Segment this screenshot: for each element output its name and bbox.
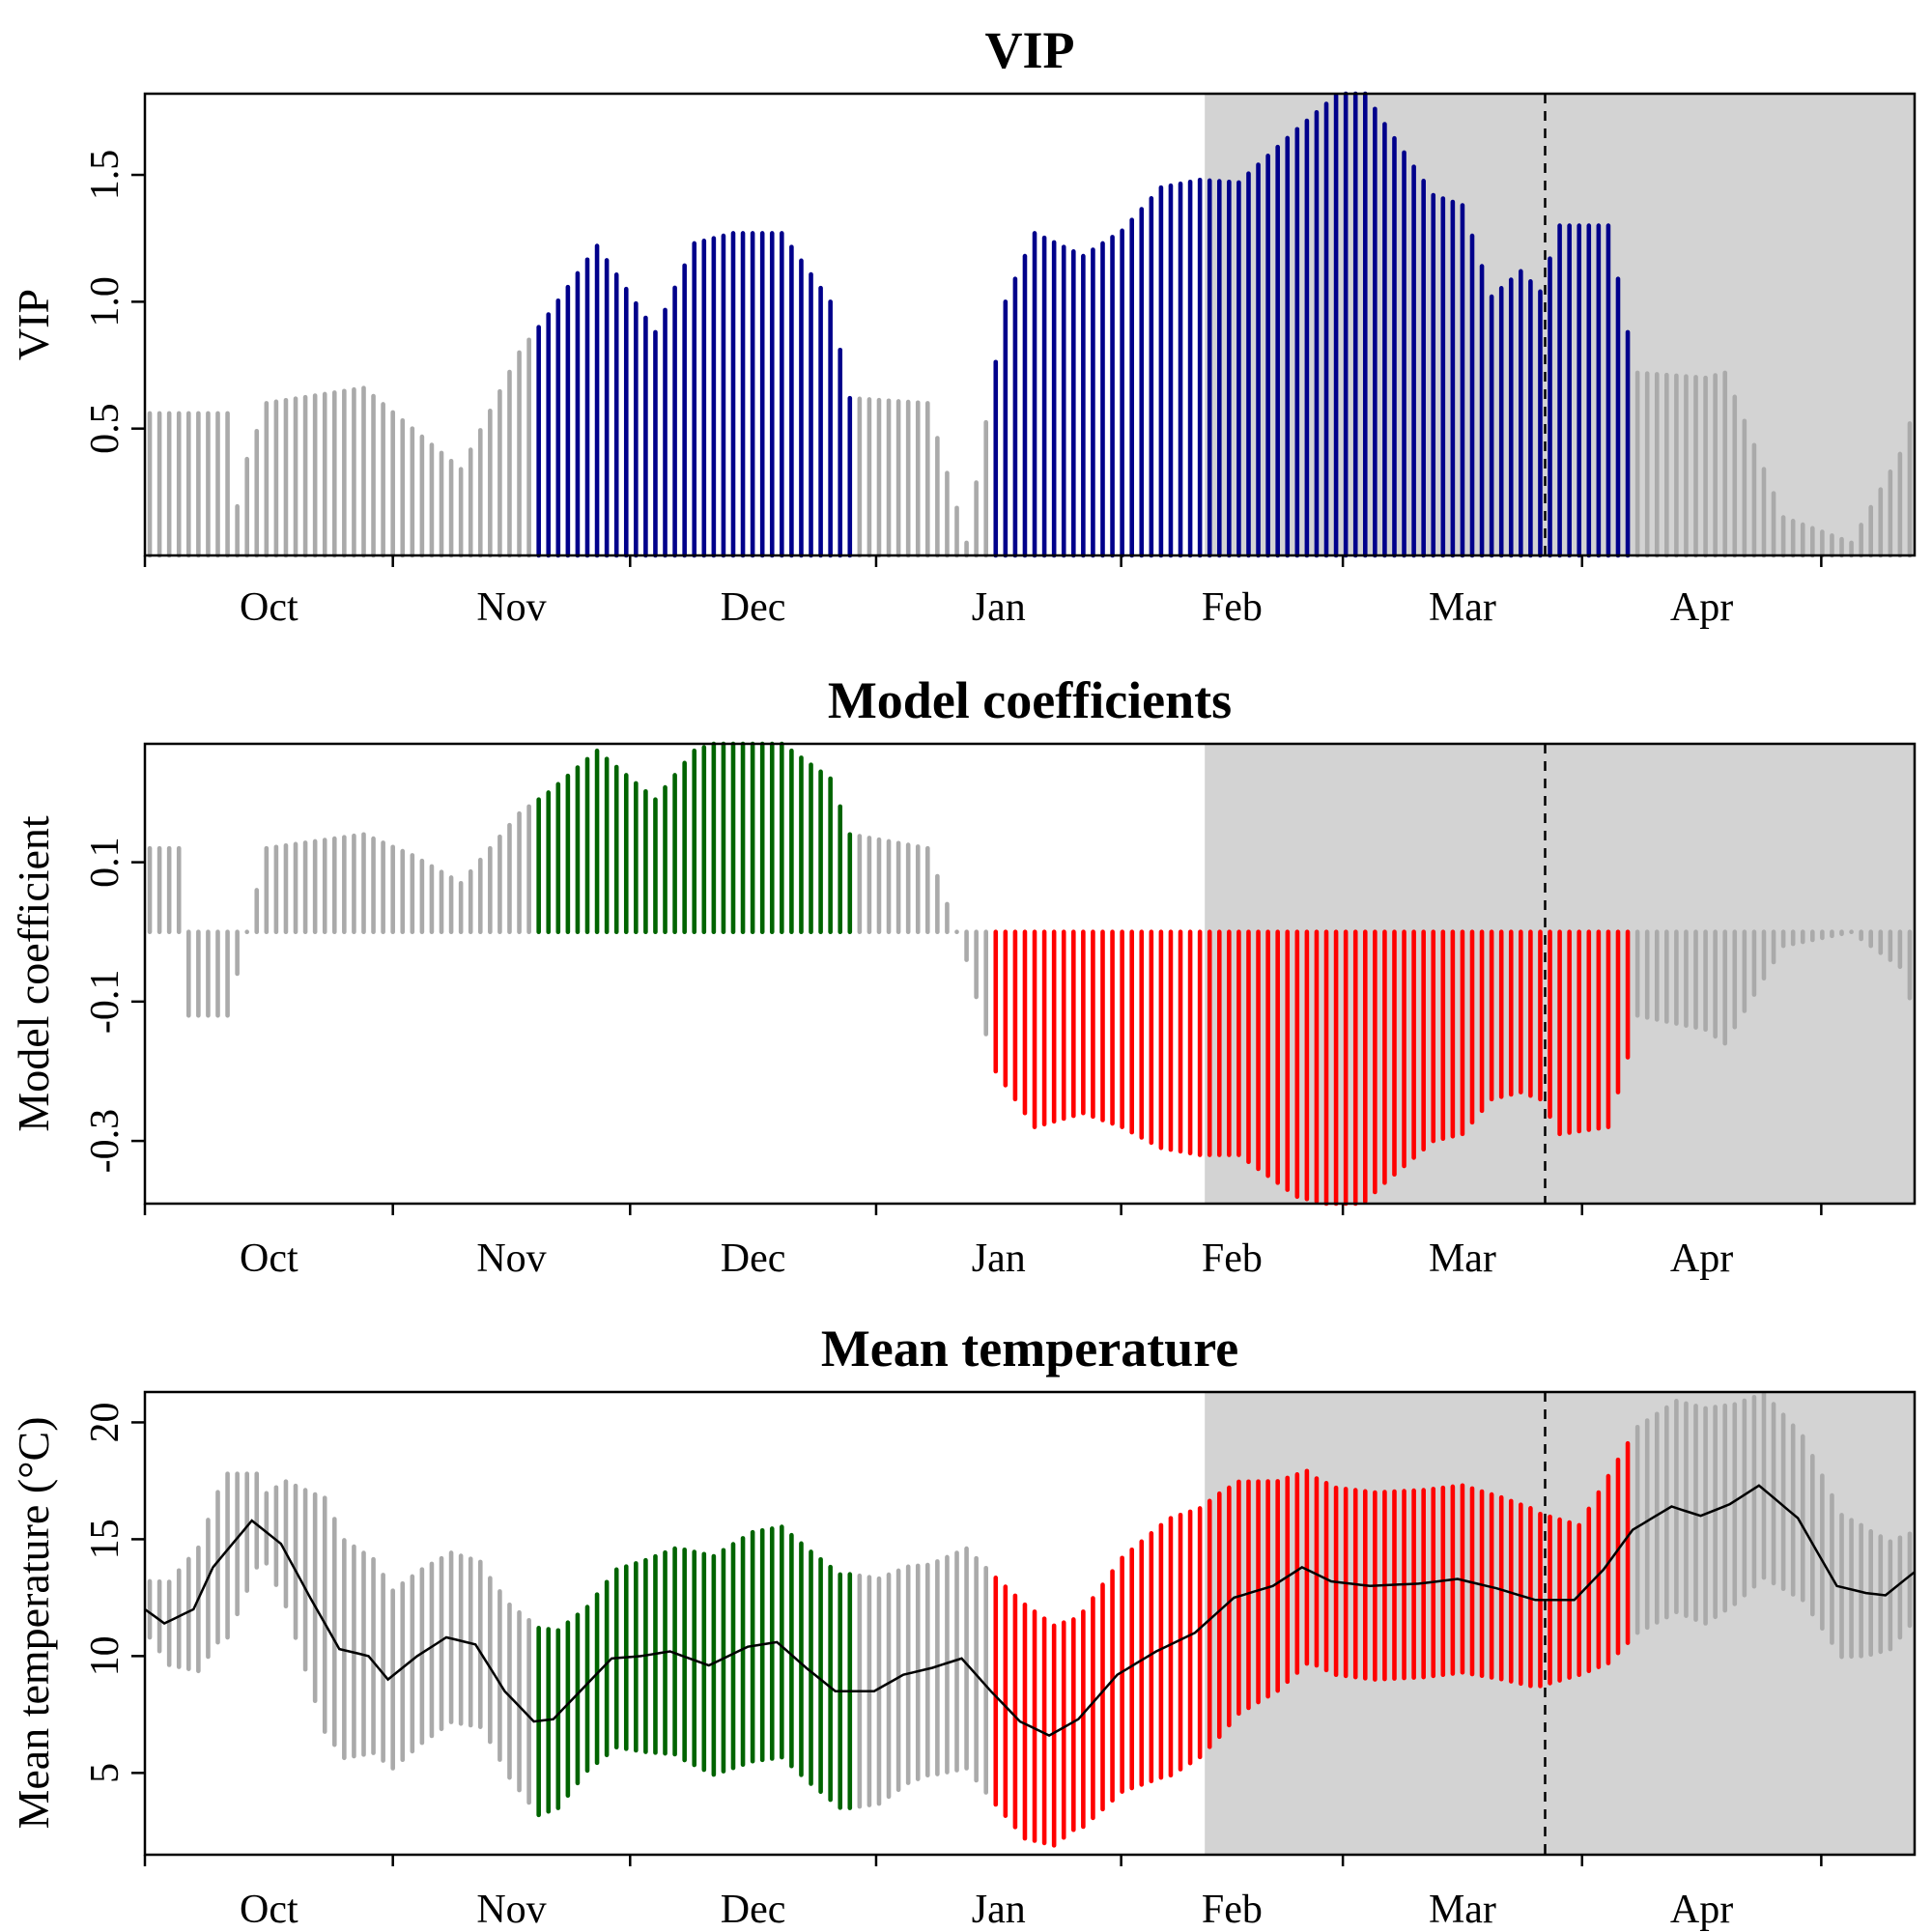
x-tick-label: Feb (1202, 585, 1263, 630)
x-tick-label: Jan (972, 1888, 1026, 1932)
x-tick-label: Dec (721, 585, 786, 630)
y-tick-label: 15 (83, 1519, 128, 1559)
x-tick-label: Feb (1202, 1236, 1263, 1281)
x-tick-label: Nov (476, 1888, 546, 1932)
x-tick-label: Mar (1429, 1888, 1496, 1932)
panel-mean-temperature: 5 10 15 20 Oct Nov Dec Jan Feb Mar Apr Mean temper… (9, 1320, 1917, 1932)
y-axis-label: VIP (9, 289, 58, 360)
panel-model-coefficients: -0.3 -0.1 0.1 Oct Nov Dec Jan Feb Mar Apr Model c… (9, 671, 1917, 1281)
y-axis-label: Mean temperature (°C) (9, 1416, 58, 1829)
x-tick-label: Feb (1202, 1888, 1263, 1932)
x-tick-label: Apr (1670, 585, 1733, 630)
x-tick-label: Mar (1429, 585, 1496, 630)
x-tick-label: Dec (721, 1236, 786, 1281)
x-tick-label: Mar (1429, 1236, 1496, 1281)
x-tick-label: Oct (240, 1888, 298, 1932)
bars-coefficients (147, 741, 1913, 1207)
mean-line-layer (144, 1484, 1916, 1738)
x-tick-label: Oct (240, 1236, 298, 1281)
x-tick-label: Nov (476, 1236, 546, 1281)
x-tick-label: Jan (972, 585, 1026, 630)
chart-title: Mean temperature (821, 1320, 1238, 1378)
axes: 5 10 15 20 Oct Nov Dec Jan Feb Mar Apr (83, 1402, 1823, 1932)
x-tick-label: Jan (972, 1236, 1026, 1281)
bars-vip (147, 91, 1913, 558)
chart-title: Model coefficients (828, 671, 1232, 729)
y-tick-label: 20 (83, 1402, 128, 1442)
x-tick-label: Apr (1670, 1888, 1733, 1932)
y-tick-label: -0.1 (83, 970, 128, 1035)
chart-title: VIP (985, 21, 1075, 79)
y-tick-label: 10 (83, 1635, 128, 1676)
y-tick-label: 1.5 (83, 150, 128, 201)
y-axis-label: Model coefficient (9, 815, 58, 1132)
y-tick-label: 1.0 (83, 276, 128, 327)
y-tick-label: 0.1 (83, 837, 128, 888)
axes: 0.5 1.0 1.5 Oct Nov Dec Jan Feb Mar Apr (83, 150, 1823, 630)
mean-temperature-line (144, 1484, 1916, 1738)
plot-frame (143, 1390, 1917, 1857)
x-tick-label: Dec (721, 1888, 786, 1932)
bars-temperature (147, 1391, 1913, 1848)
axes: -0.3 -0.1 0.1 Oct Nov Dec Jan Feb Mar Apr (83, 837, 1823, 1281)
plot-frame (143, 742, 1917, 1206)
x-tick-label: Oct (240, 585, 298, 630)
y-tick-label: -0.3 (83, 1109, 128, 1174)
y-tick-label: 5 (83, 1763, 128, 1783)
x-tick-label: Apr (1670, 1236, 1733, 1281)
plot-frame (143, 92, 1917, 557)
panel-vip: 0.5 1.0 1.5 Oct Nov Dec Jan Feb Mar Apr VIP VIP (9, 21, 1917, 630)
y-tick-label: 0.5 (83, 403, 128, 454)
x-tick-label: Nov (476, 585, 546, 630)
